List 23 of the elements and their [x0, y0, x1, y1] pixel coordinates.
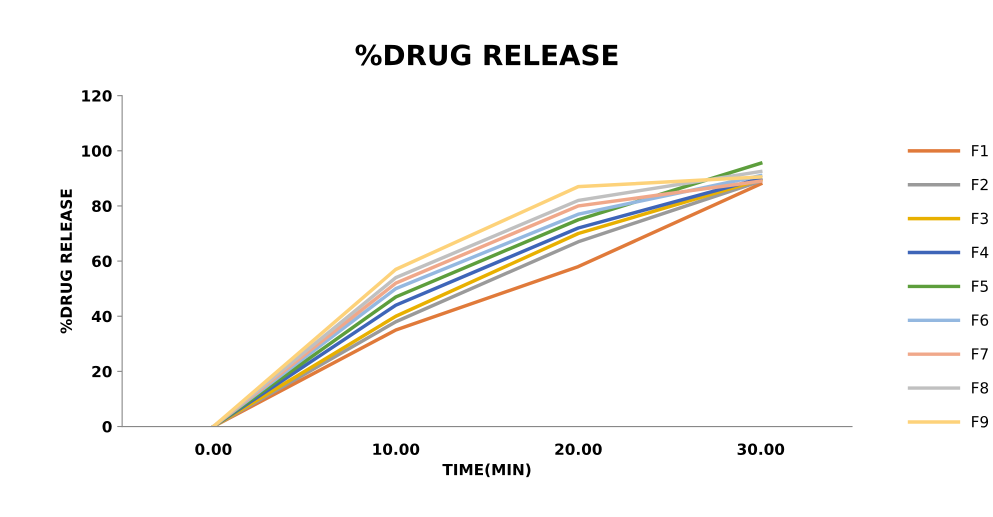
- y-tick-label: 60: [92, 256, 112, 268]
- y-tick-label: 0: [102, 420, 112, 433]
- y-tick-label: 20: [92, 366, 112, 378]
- x-tick-label: 30.00: [738, 443, 784, 456]
- y-axis-title: %DRUG RELEASE: [60, 189, 72, 334]
- legend-label: F7: [972, 348, 988, 360]
- x-tick-label: 0.00: [195, 443, 232, 456]
- x-tick-label: 10.00: [373, 443, 420, 456]
- y-tick-label: 100: [82, 145, 112, 157]
- y-tick-label: 120: [82, 90, 112, 102]
- legend-label: F6: [972, 314, 988, 326]
- legend-label: F5: [972, 280, 988, 292]
- legend-label: F3: [972, 212, 988, 224]
- chart-title: %DRUG RELEASE: [356, 44, 618, 66]
- legend-label: F1: [972, 145, 988, 156]
- x-axis-title: TIME(MIN): [442, 464, 530, 478]
- legend-label: F4: [972, 246, 988, 258]
- legend-label: F9: [972, 416, 988, 428]
- legend-label: F8: [972, 382, 988, 394]
- x-tick-label: 20.00: [555, 443, 602, 456]
- y-tick-label: 80: [92, 200, 112, 212]
- legend-label: F2: [972, 178, 988, 190]
- y-tick-label: 40: [92, 310, 112, 322]
